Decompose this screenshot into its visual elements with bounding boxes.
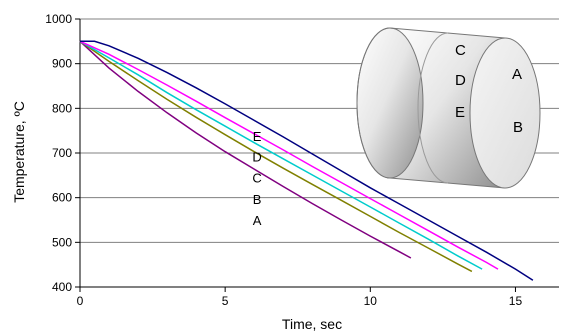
x-axis-title: Time, sec [282, 316, 342, 332]
series-line-b [79, 40, 473, 273]
series-line-e [80, 40, 534, 281]
inset-label-e: E [455, 104, 465, 121]
y-tick-label-800: 800 [52, 101, 72, 115]
inset-label-c: C [455, 42, 466, 59]
series-line-d [79, 40, 499, 270]
y-tick-labels: 400 500 600 700 800 900 1000 [45, 12, 80, 294]
y-axis-title: Temperature, ºC [11, 101, 27, 203]
x-tick-labels: 0 5 10 15 [77, 287, 523, 308]
series-label-d: D [252, 150, 261, 165]
series-line-a [79, 40, 412, 259]
x-tick-label-15: 15 [509, 294, 523, 308]
y-tick-label-900: 900 [52, 57, 72, 71]
series-lines [79, 40, 534, 281]
cylinder-icon: C D E A B [356, 27, 541, 189]
y-tick-label-700: 700 [52, 146, 72, 160]
y-tick-label-500: 500 [52, 235, 72, 249]
series-label-a: A [253, 213, 262, 228]
x-tick-label-10: 10 [364, 294, 378, 308]
series-label-e: E [253, 129, 262, 144]
x-tick-label-5: 5 [222, 294, 229, 308]
y-tick-label-1000: 1000 [45, 12, 72, 26]
x-tick-label-0: 0 [77, 294, 84, 308]
inset-label-b: B [513, 119, 523, 136]
inset-label-a: A [512, 66, 522, 83]
series-line-c [79, 40, 483, 270]
series-label-c: C [252, 171, 261, 186]
series-label-b: B [253, 192, 262, 207]
y-tick-label-600: 600 [52, 191, 72, 205]
inset-label-d: D [455, 72, 466, 89]
y-tick-label-400: 400 [52, 280, 72, 294]
